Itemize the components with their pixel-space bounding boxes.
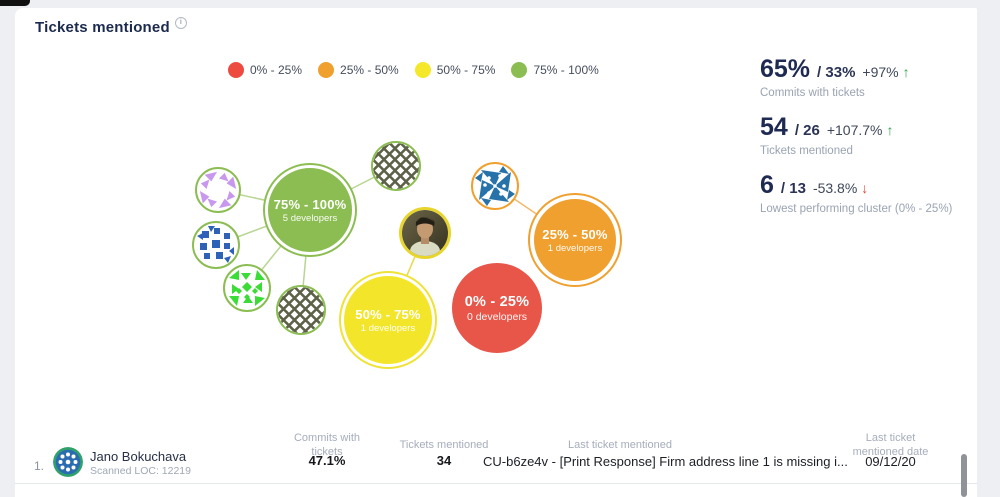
legend-item-0-25[interactable]: 0% - 25% [228,62,302,78]
column-header-last-ticket-mentioned: Last ticket mentioned [568,439,672,451]
developer-avatar-identicon[interactable] [53,447,83,477]
legend-label: 25% - 50% [340,63,399,77]
legend-label: 75% - 100% [533,63,599,77]
cluster-developers-label: 5 developers [282,212,338,224]
legend-label: 50% - 75% [436,63,496,77]
red-dot-icon [228,62,244,78]
column-header-tickets-mentioned: Tickets mentioned [399,439,489,451]
stat-value: 54 [760,113,788,141]
stats-panel: 65% / 33% +97% ↑ Commits with tickets 54… [760,55,970,229]
developer-avatar-identicon[interactable] [192,221,240,269]
cell-tickets-mentioned: 34 [436,453,452,468]
cluster-range-label: 25% - 50% [542,226,608,242]
tickets-mentioned-card [15,8,977,497]
stat-delta: +107.7% [826,122,883,138]
stat-tickets-mentioned: 54 / 26 +107.7% ↑ Tickets mentioned [760,113,970,157]
page-title: Tickets mentioned [35,19,170,36]
cluster-developers-label: 0 developers [466,310,528,323]
developer-scanned-loc: Scanned LOC: 12219 [90,465,191,477]
developer-avatar-identicon[interactable] [371,141,421,191]
developer-avatar-identicon[interactable] [195,167,241,213]
legend-item-25-50[interactable]: 25% - 50% [318,62,399,78]
stat-value: 6 [760,171,774,199]
green-dot-icon [511,62,528,78]
stat-reference: / 33% [817,64,856,81]
trend-down-icon: ↓ [861,180,869,196]
stat-delta: +97% [862,64,899,80]
trend-up-icon: ↑ [902,64,910,80]
stat-reference: / 13 [780,180,806,197]
stat-delta: -53.8% [812,180,858,196]
stat-reference: / 26 [794,122,820,139]
stat-label: Lowest performing cluster (0% - 25%) [760,203,953,215]
legend-label: 0% - 25% [250,63,303,77]
developer-name: Jano Bokuchava [90,449,187,464]
legend-item-50-75[interactable]: 50% - 75% [414,62,496,78]
row-index: 1. [34,459,45,473]
cluster-bubble-0-25[interactable]: 0% - 25% 0 developers [452,263,542,353]
cluster-bubble-25-50[interactable]: 25% - 50% 1 developers [530,195,620,285]
info-icon[interactable] [174,17,187,29]
cluster-range-label: 75% - 100% [273,196,347,212]
developer-avatar-identicon[interactable] [276,285,326,335]
cluster-range-label: 0% - 25% [464,293,530,310]
cluster-developers-label: 1 developers [547,242,603,254]
cell-commits-with-tickets: 47.1% [308,453,346,468]
stat-label: Commits with tickets [760,87,865,99]
stat-lowest-cluster: 6 / 13 -53.8% ↓ Lowest performing cluste… [760,171,970,215]
cluster-legend: 0% - 25% 25% - 50% 50% - 75% 75% - 100% [228,62,599,78]
trend-up-icon: ↑ [886,122,894,138]
cell-last-ticket-mentioned: CU-b6ze4v - [Print Response] Firm addres… [483,454,848,469]
yellow-dot-icon [414,62,431,78]
cluster-bubble-50-75[interactable]: 50% - 75% 1 developers [341,273,435,367]
screenshot-corner-artifact [0,0,30,6]
cluster-developers-label: 1 developers [360,322,416,334]
developer-avatar-identicon[interactable] [471,162,519,210]
developer-avatar-photo[interactable] [399,207,451,259]
card-header: Tickets mentioned [35,17,187,36]
stat-label: Tickets mentioned [760,145,853,157]
stat-value: 65% [760,55,811,83]
row-divider [15,483,977,484]
legend-item-75-100[interactable]: 75% - 100% [511,62,599,78]
column-header-last-ticket-mentioned-date: Last ticket mentioned date [852,432,929,459]
scrollbar-thumb[interactable] [961,454,967,497]
developer-avatar-identicon[interactable] [223,264,271,312]
orange-dot-icon [318,62,335,78]
column-header-commits-with-tickets: Commits with tickets [293,432,360,459]
cell-last-ticket-mentioned-date: 09/12/20 [865,454,916,469]
cluster-range-label: 50% - 75% [355,306,421,322]
cluster-bubble-75-100[interactable]: 75% - 100% 5 developers [265,165,355,255]
stat-commits-with-tickets: 65% / 33% +97% ↑ Commits with tickets [760,55,970,99]
